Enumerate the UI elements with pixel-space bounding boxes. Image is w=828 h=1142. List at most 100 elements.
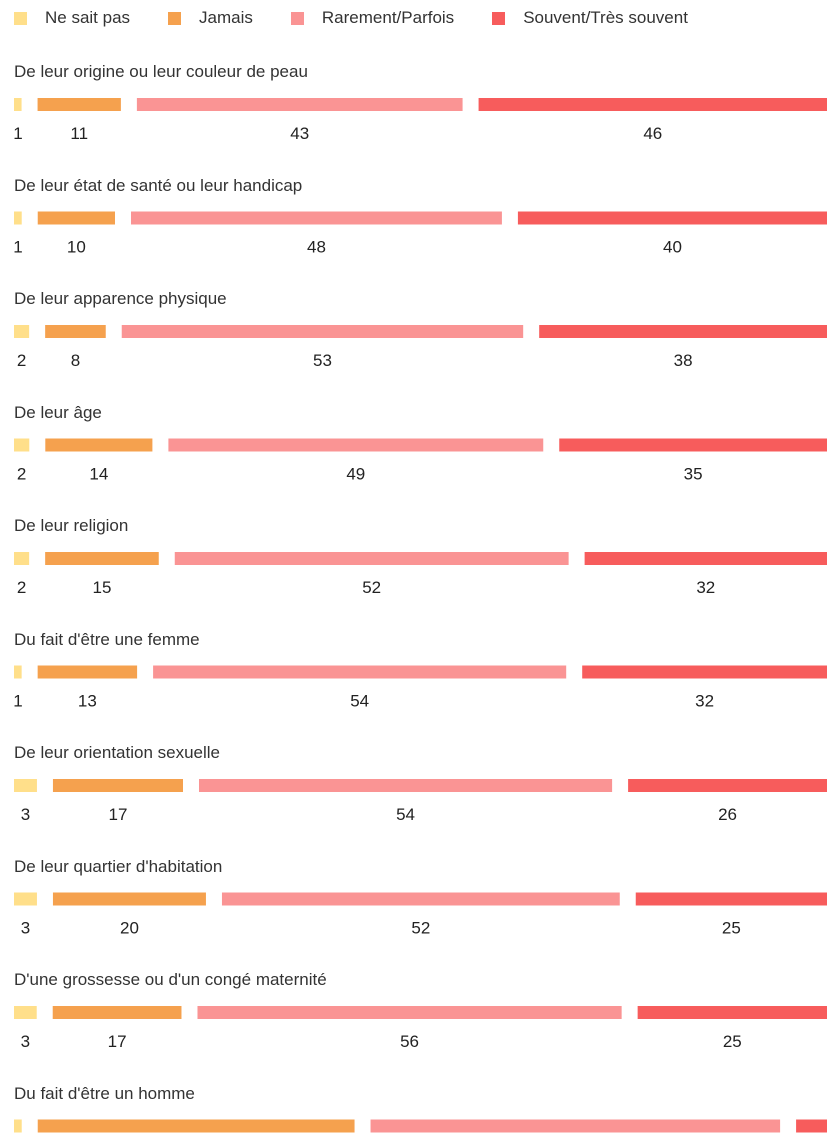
bar-segment xyxy=(517,211,827,225)
data-label: 25 xyxy=(722,919,741,938)
bar-segment xyxy=(559,438,827,452)
category-label: Du fait d'être une femme xyxy=(14,629,200,649)
data-label: 1 xyxy=(13,692,22,711)
data-label: 49 xyxy=(346,465,365,484)
data-label: 35 xyxy=(684,465,703,484)
bar-segment xyxy=(637,1006,827,1019)
legend-swatch xyxy=(168,11,182,25)
data-label: 2 xyxy=(17,351,26,370)
category-label: Du fait d'être un homme xyxy=(14,1083,195,1103)
bar-segment xyxy=(14,438,30,452)
legend-label: Souvent/Très souvent xyxy=(523,8,688,27)
data-label: 1 xyxy=(13,238,22,257)
bar-segment xyxy=(37,98,121,111)
legend-swatch xyxy=(492,11,506,25)
bar-segment xyxy=(370,1119,781,1133)
data-label: 54 xyxy=(350,692,369,711)
data-label: 20 xyxy=(120,919,139,938)
bar-segment xyxy=(582,665,827,679)
bar-segment xyxy=(136,98,463,111)
bar-segment xyxy=(45,552,159,565)
data-label: 11 xyxy=(70,124,88,143)
bar-segment xyxy=(14,211,22,225)
data-label: 56 xyxy=(400,1032,419,1051)
legend-item: Ne sait pas xyxy=(14,8,130,28)
category-label: De leur quartier d'habitation xyxy=(14,856,223,876)
data-label: 14 xyxy=(89,465,108,484)
data-label: 15 xyxy=(92,578,111,597)
bar-segment xyxy=(14,892,37,906)
data-label: 48 xyxy=(307,238,326,257)
category-label: De leur religion xyxy=(14,516,129,535)
data-label: 32 xyxy=(696,578,715,597)
bar-segment xyxy=(628,779,827,792)
bar-segment xyxy=(199,779,613,792)
category-label: De leur apparence physique xyxy=(14,289,227,308)
data-label: 46 xyxy=(643,124,662,143)
bar-segment xyxy=(14,779,37,792)
legend-item: Jamais xyxy=(168,8,253,28)
data-label: 53 xyxy=(313,351,332,370)
bar-segment xyxy=(635,892,827,906)
legend-swatch xyxy=(14,11,27,25)
data-label: 2 xyxy=(17,465,26,484)
legend-item: Rarement/Parfois xyxy=(290,8,455,28)
bar-segment xyxy=(14,665,22,679)
legend-item: Souvent/Très souvent xyxy=(492,8,688,28)
legend: Ne sait pas Jamais Rarement/Parfois Souvent… xyxy=(14,6,726,30)
bar-segment xyxy=(14,1006,37,1019)
bar-segment xyxy=(121,325,524,338)
data-label: 1 xyxy=(13,124,22,143)
data-label: 17 xyxy=(109,805,128,824)
bar-segment xyxy=(37,1119,355,1133)
bar-segment xyxy=(584,552,827,565)
bar-segment xyxy=(796,1119,827,1133)
bar-segment xyxy=(197,1006,622,1019)
category-label: De leur état de santé ou leur handicap xyxy=(14,175,303,195)
bar-segment xyxy=(131,211,502,225)
bar-segment xyxy=(37,211,116,225)
legend-label: Ne sait pas xyxy=(45,8,131,27)
bar-segment xyxy=(153,665,567,679)
legend-swatch xyxy=(290,11,304,25)
data-label: 40 xyxy=(663,238,682,257)
data-label: 8 xyxy=(71,351,80,370)
bar-segment xyxy=(478,98,827,111)
bar-segment xyxy=(52,1006,182,1019)
data-label: 13 xyxy=(78,692,97,711)
category-label: De leur origine ou leur couleur de peau xyxy=(14,62,308,81)
data-label: 3 xyxy=(21,1032,30,1051)
bar-segment xyxy=(14,552,30,565)
bar-segment xyxy=(14,1119,22,1133)
data-label: 32 xyxy=(695,692,714,711)
data-label: 38 xyxy=(674,351,693,370)
bar-segment xyxy=(174,552,569,565)
data-label: 3 xyxy=(21,919,30,938)
bar-segment xyxy=(14,98,22,111)
category-label: D'une grossesse ou d'un congé maternité xyxy=(14,970,327,989)
bar-segment xyxy=(45,325,106,338)
data-label: 52 xyxy=(362,578,381,597)
data-label: 2 xyxy=(17,578,26,597)
legend-label: Jamais xyxy=(199,8,253,27)
data-label: 43 xyxy=(290,124,309,143)
bar-segment xyxy=(37,665,138,679)
bar-segment xyxy=(221,892,620,906)
category-label: De leur orientation sexuelle xyxy=(14,743,221,762)
bar-segment xyxy=(52,892,206,906)
bar-segment xyxy=(45,438,153,452)
data-label: 54 xyxy=(396,805,415,824)
bar-segment xyxy=(168,438,544,452)
data-label: 10 xyxy=(67,238,86,257)
data-label: 17 xyxy=(108,1032,127,1051)
data-label: 26 xyxy=(718,805,737,824)
data-label: 52 xyxy=(411,919,430,938)
data-label: 25 xyxy=(723,1032,742,1051)
bar-segment xyxy=(539,325,827,338)
data-label: 3 xyxy=(21,805,30,824)
bar-segment xyxy=(52,779,184,792)
category-label: De leur âge xyxy=(14,402,102,422)
legend-label: Rarement/Parfois xyxy=(321,8,455,27)
